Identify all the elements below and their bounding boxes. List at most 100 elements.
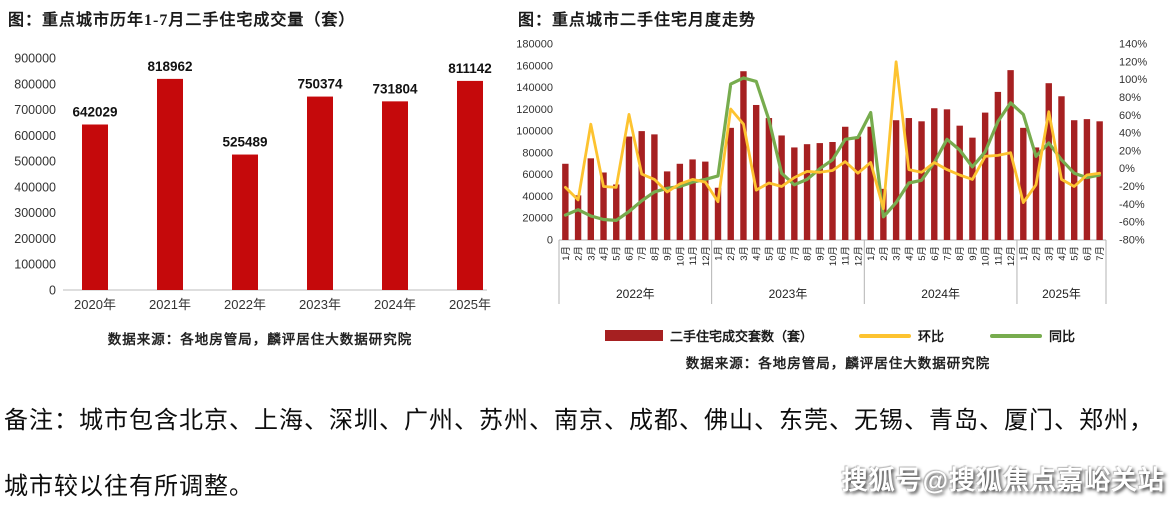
bar-value-label: 731804 xyxy=(372,81,418,96)
bar xyxy=(752,104,760,240)
legend-label: 同比 xyxy=(1049,329,1076,344)
note-line-1: 备注：城市包含北京、上海、深圳、广州、苏州、南京、成都、佛山、东莞、无锡、青岛、… xyxy=(4,408,1154,434)
month-label: 6月 xyxy=(1082,246,1093,261)
bar xyxy=(791,147,798,240)
right-axis-label: -40% xyxy=(1119,199,1145,211)
month-label: 5月 xyxy=(917,246,928,261)
month-label: 4月 xyxy=(599,246,610,261)
x-axis-label: 2020年 xyxy=(74,297,116,312)
right-axis-label: 80% xyxy=(1119,92,1141,104)
left-chart-source: 数据来源：各地房管局，麟评居住大数据研究院 xyxy=(107,332,413,347)
bar xyxy=(714,187,722,240)
bar xyxy=(600,172,607,240)
bar xyxy=(1020,127,1027,240)
bar-value-label: 811142 xyxy=(448,61,492,76)
bar xyxy=(1083,119,1091,240)
legend-item: 二手住宅成交套数（套） xyxy=(604,326,813,345)
left-axis-label: 60000 xyxy=(522,169,553,181)
month-label: 12月 xyxy=(701,246,712,266)
month-label: 9月 xyxy=(968,246,979,261)
month-label: 3月 xyxy=(739,246,750,261)
bar xyxy=(842,126,849,240)
month-label: 6月 xyxy=(624,246,635,261)
month-label: 3月 xyxy=(1044,246,1055,261)
month-label: 6月 xyxy=(930,246,941,261)
x-axis-label: 2025年 xyxy=(449,297,491,312)
left-axis-label: 100000 xyxy=(516,126,553,138)
y-axis-label: 600000 xyxy=(14,129,56,143)
month-label: 5月 xyxy=(764,246,775,261)
bar xyxy=(1070,120,1078,240)
bar xyxy=(829,142,836,240)
bar xyxy=(638,131,645,240)
x-axis-label: 2024年 xyxy=(374,297,416,312)
month-label: 2月 xyxy=(574,246,585,261)
bar xyxy=(867,126,874,240)
left-chart-title: 图：重点城市历年1-7月二手住宅成交量（套） xyxy=(8,12,356,29)
left-axis-label: 20000 xyxy=(522,213,553,225)
month-label: 11月 xyxy=(841,246,852,265)
left-chart-canvas: 0 100000 200000 300000 400000 500000 600000 700… xyxy=(14,52,492,313)
left-axis-label: 160000 xyxy=(516,60,553,72)
month-label: 2月 xyxy=(879,246,890,261)
month-label: 2月 xyxy=(726,246,737,261)
left-axis-label: 140000 xyxy=(516,82,553,94)
bar xyxy=(574,195,582,240)
month-label: 1月 xyxy=(1019,246,1030,261)
month-label: 11月 xyxy=(993,246,1004,265)
right-axis-label: 140% xyxy=(1119,39,1147,51)
bar xyxy=(943,109,951,240)
line-tongbi xyxy=(563,76,1102,222)
month-label: 8月 xyxy=(803,246,814,261)
bar-value-label: 642029 xyxy=(72,104,117,119)
bar xyxy=(981,112,989,240)
bar xyxy=(232,154,258,290)
y-axis-label: 800000 xyxy=(14,77,56,91)
right-chart-canvas: 0 20000 40000 60000 80000 100000 120000 140000 1… xyxy=(516,39,1147,304)
left-axis-label: 120000 xyxy=(516,104,553,116)
month-label: 6月 xyxy=(777,246,788,261)
bar xyxy=(382,101,408,290)
legend-label: 环比 xyxy=(917,329,944,344)
month-label: 4月 xyxy=(752,246,763,261)
watermark: 搜狐号@搜狐焦点嘉峪关站 xyxy=(841,465,1165,495)
legend-item: 环比 xyxy=(858,326,944,345)
bar xyxy=(613,184,620,240)
bar xyxy=(854,136,862,240)
bar xyxy=(931,108,938,240)
right-axis-label: 0% xyxy=(1119,163,1135,175)
bar xyxy=(651,134,658,240)
bar xyxy=(1032,147,1040,240)
y-axis-label: 100000 xyxy=(14,258,56,272)
bar-value-label: 818962 xyxy=(147,59,192,74)
legend-swatch-line xyxy=(858,333,911,338)
month-label: 1月 xyxy=(561,246,572,261)
y-axis-label: 500000 xyxy=(14,155,56,169)
month-label: 8月 xyxy=(650,246,661,261)
month-label: 4月 xyxy=(1057,246,1068,261)
bar xyxy=(816,143,823,240)
bar xyxy=(956,125,963,240)
right-axis-label: 60% xyxy=(1119,110,1141,122)
year-label: 2024年 xyxy=(921,287,960,301)
right-axis-label: -80% xyxy=(1119,235,1145,247)
month-label: 11月 xyxy=(688,246,699,265)
x-axis-label: 2022年 xyxy=(224,297,266,312)
month-label: 5月 xyxy=(1070,246,1081,261)
bar xyxy=(765,118,773,240)
month-label: 5月 xyxy=(612,246,623,261)
month-label: 3月 xyxy=(586,246,597,261)
legend-label: 二手住宅成交套数（套） xyxy=(669,329,813,344)
month-label: 9月 xyxy=(815,246,826,261)
bar-value-label: 750374 xyxy=(297,77,343,92)
month-label: 3月 xyxy=(892,246,903,261)
year-label: 2022年 xyxy=(616,287,655,301)
month-label: 10月 xyxy=(828,246,839,266)
x-axis-label: 2023年 xyxy=(299,297,341,312)
right-chart-title: 图：重点城市二手住宅月度走势 xyxy=(518,12,757,29)
bar xyxy=(676,163,684,240)
month-label: 7月 xyxy=(790,246,801,261)
month-label: 8月 xyxy=(955,246,966,261)
note-line-2: 城市较以往有所调整。 xyxy=(4,474,254,500)
